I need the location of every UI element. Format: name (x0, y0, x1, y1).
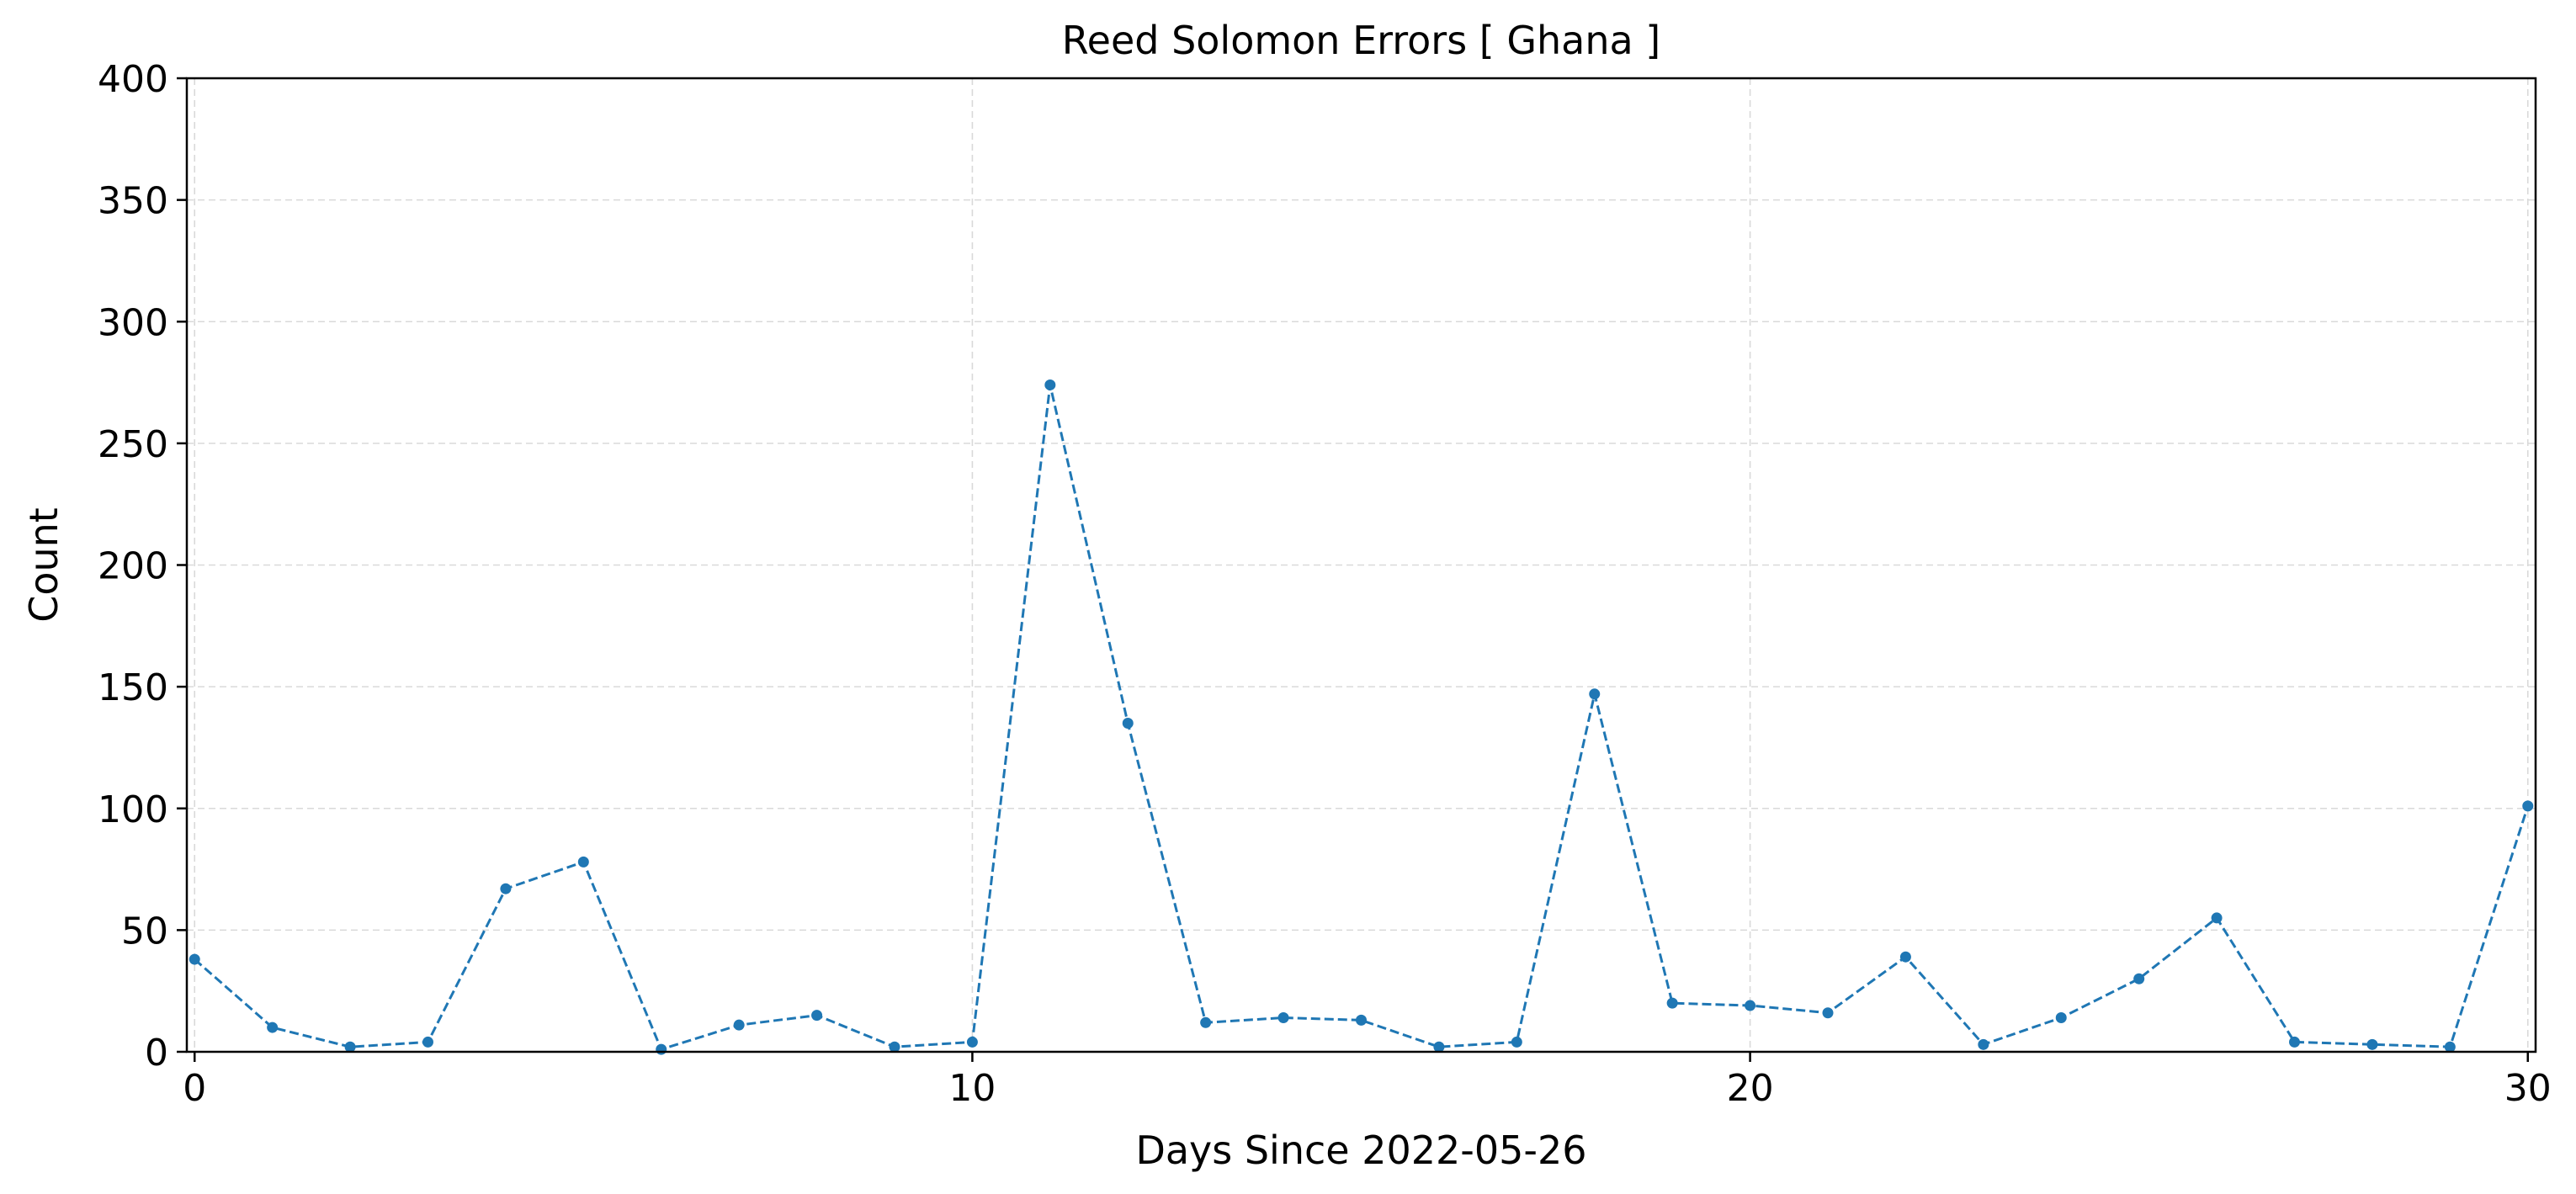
data-point (1433, 1041, 1445, 1053)
data-point (422, 1036, 433, 1048)
data-point (189, 953, 200, 965)
y-tick-label: 250 (98, 423, 168, 466)
y-tick-label: 300 (98, 301, 168, 344)
data-point (500, 883, 512, 894)
data-point (2211, 912, 2223, 924)
data-point (1122, 718, 1134, 730)
x-axis-title: Days Since 2022-05-26 (1135, 1128, 1586, 1173)
data-point (1589, 688, 1601, 700)
data-point (577, 856, 589, 868)
y-tick-label: 100 (98, 788, 168, 831)
data-point (1822, 1007, 1834, 1019)
y-tick-label: 50 (121, 910, 168, 953)
data-point (2444, 1041, 2456, 1053)
data-point (1978, 1038, 1989, 1050)
data-point (966, 1036, 978, 1048)
y-tick-label: 200 (98, 545, 168, 588)
data-point (2133, 973, 2145, 984)
data-point (2522, 800, 2534, 812)
y-tick-label: 0 (145, 1032, 168, 1075)
y-tick-label: 150 (98, 666, 168, 709)
data-point (1899, 951, 1911, 963)
data-series (189, 379, 2534, 1055)
data-point (344, 1041, 356, 1053)
data-point (1200, 1016, 1212, 1028)
data-point (1745, 1000, 1756, 1011)
data-point (2055, 1012, 2067, 1024)
data-point (2366, 1038, 2378, 1050)
data-point (889, 1041, 900, 1053)
x-tick-label: 10 (948, 1067, 996, 1110)
x-tick-label: 30 (2504, 1067, 2552, 1110)
data-point (811, 1010, 823, 1022)
data-point (656, 1043, 667, 1055)
data-point (1666, 997, 1678, 1009)
data-point (1356, 1014, 1367, 1026)
data-point (1044, 379, 1056, 390)
y-tick-label: 350 (98, 180, 168, 223)
data-point (1511, 1036, 1522, 1048)
data-point (267, 1022, 279, 1033)
x-tick-label: 0 (183, 1067, 206, 1110)
data-point (733, 1019, 745, 1031)
y-tick-label: 400 (98, 58, 168, 101)
data-point (1277, 1012, 1289, 1024)
x-tick-label: 20 (1727, 1067, 1774, 1110)
chart-title: Reed Solomon Errors [ Ghana ] (1062, 18, 1661, 63)
data-point (2289, 1036, 2301, 1048)
y-axis-title: Count (21, 507, 66, 623)
